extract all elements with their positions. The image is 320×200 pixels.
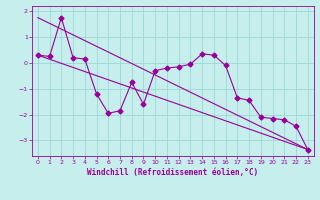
- X-axis label: Windchill (Refroidissement éolien,°C): Windchill (Refroidissement éolien,°C): [87, 168, 258, 177]
